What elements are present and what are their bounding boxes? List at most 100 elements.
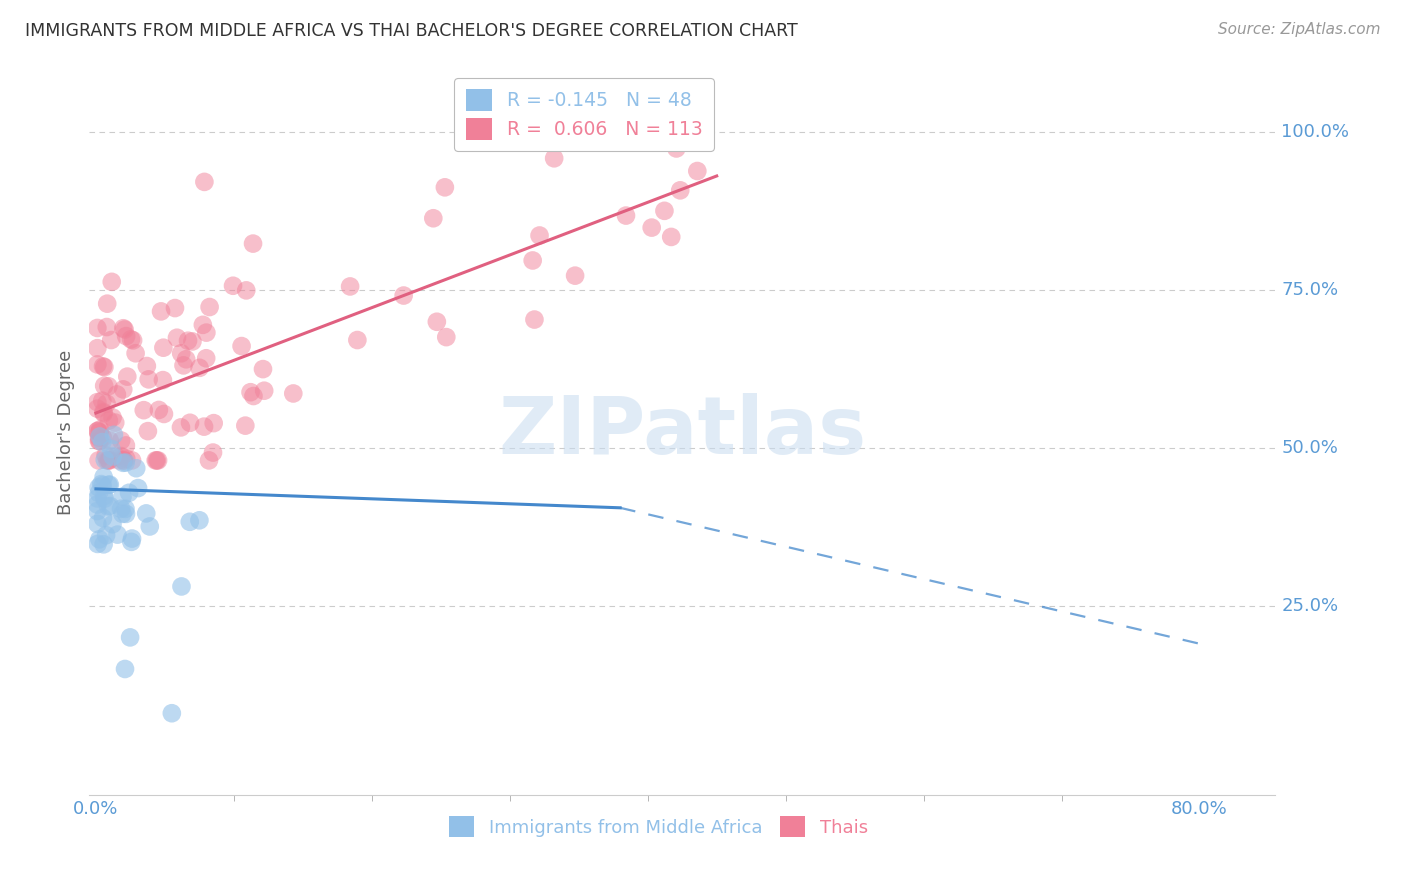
Point — [121, 532, 143, 546]
Point — [170, 579, 193, 593]
Point — [93, 470, 115, 484]
Point — [641, 220, 664, 235]
Point — [91, 430, 114, 444]
Point — [93, 406, 115, 420]
Point — [97, 478, 120, 492]
Text: 50.0%: 50.0% — [1281, 439, 1339, 457]
Point — [100, 442, 122, 456]
Point — [138, 372, 160, 386]
Point — [100, 333, 122, 347]
Point — [91, 393, 114, 408]
Point — [89, 434, 111, 448]
Point — [239, 385, 262, 400]
Text: 75.0%: 75.0% — [1281, 281, 1339, 299]
Point — [105, 450, 128, 464]
Point — [115, 438, 138, 452]
Point — [202, 416, 225, 430]
Point — [96, 453, 118, 467]
Point — [125, 461, 148, 475]
Point — [146, 453, 169, 467]
Text: IMMIGRANTS FROM MIDDLE AFRICA VS THAI BACHELOR'S DEGREE CORRELATION CHART: IMMIGRANTS FROM MIDDLE AFRICA VS THAI BA… — [25, 22, 799, 40]
Point — [91, 435, 114, 450]
Point — [166, 331, 188, 345]
Point — [89, 533, 111, 547]
Point — [97, 379, 120, 393]
Point — [86, 537, 108, 551]
Point — [87, 431, 110, 445]
Point — [152, 341, 174, 355]
Point — [136, 424, 159, 438]
Point — [98, 453, 121, 467]
Point — [433, 180, 456, 194]
Point — [87, 480, 110, 494]
Point — [104, 416, 127, 430]
Point — [173, 359, 195, 373]
Point — [153, 407, 176, 421]
Point — [96, 320, 118, 334]
Point — [87, 434, 110, 448]
Point — [110, 449, 132, 463]
Point — [98, 477, 121, 491]
Point — [114, 456, 136, 470]
Text: 25.0%: 25.0% — [1281, 597, 1339, 615]
Point — [654, 203, 676, 218]
Point — [112, 453, 135, 467]
Point — [523, 312, 546, 326]
Point — [193, 175, 215, 189]
Point — [94, 528, 117, 542]
Point — [150, 304, 173, 318]
Point — [120, 332, 142, 346]
Point — [188, 513, 211, 527]
Point — [160, 706, 183, 721]
Point — [108, 453, 131, 467]
Point — [135, 359, 157, 373]
Point — [115, 507, 138, 521]
Point — [242, 236, 264, 251]
Point — [120, 534, 142, 549]
Point — [87, 424, 110, 438]
Point — [614, 209, 637, 223]
Point — [112, 321, 135, 335]
Point — [177, 334, 200, 348]
Point — [392, 288, 415, 302]
Point — [111, 490, 134, 504]
Point — [193, 419, 215, 434]
Point — [135, 507, 157, 521]
Point — [93, 537, 115, 551]
Point — [233, 418, 256, 433]
Text: ZIPatlas: ZIPatlas — [498, 393, 866, 471]
Point — [120, 631, 142, 645]
Point — [179, 515, 201, 529]
Point — [114, 322, 136, 336]
Point — [112, 456, 135, 470]
Point — [98, 434, 121, 448]
Point — [195, 351, 218, 366]
Point — [101, 410, 124, 425]
Point — [93, 378, 115, 392]
Point — [91, 478, 114, 492]
Point — [97, 500, 120, 514]
Point — [107, 527, 129, 541]
Point — [222, 278, 245, 293]
Point — [87, 453, 110, 467]
Point — [174, 352, 197, 367]
Point — [170, 420, 193, 434]
Point — [89, 423, 111, 437]
Point — [148, 403, 170, 417]
Point — [103, 427, 125, 442]
Point — [198, 453, 221, 467]
Text: 100.0%: 100.0% — [1281, 123, 1350, 141]
Point — [346, 333, 368, 347]
Point — [543, 151, 565, 165]
Point — [163, 301, 186, 315]
Point — [681, 125, 703, 139]
Point — [86, 341, 108, 355]
Point — [132, 403, 155, 417]
Point — [101, 450, 124, 464]
Point — [659, 230, 682, 244]
Point — [198, 300, 221, 314]
Point — [146, 453, 169, 467]
Point — [86, 395, 108, 409]
Point — [686, 164, 709, 178]
Point — [90, 477, 112, 491]
